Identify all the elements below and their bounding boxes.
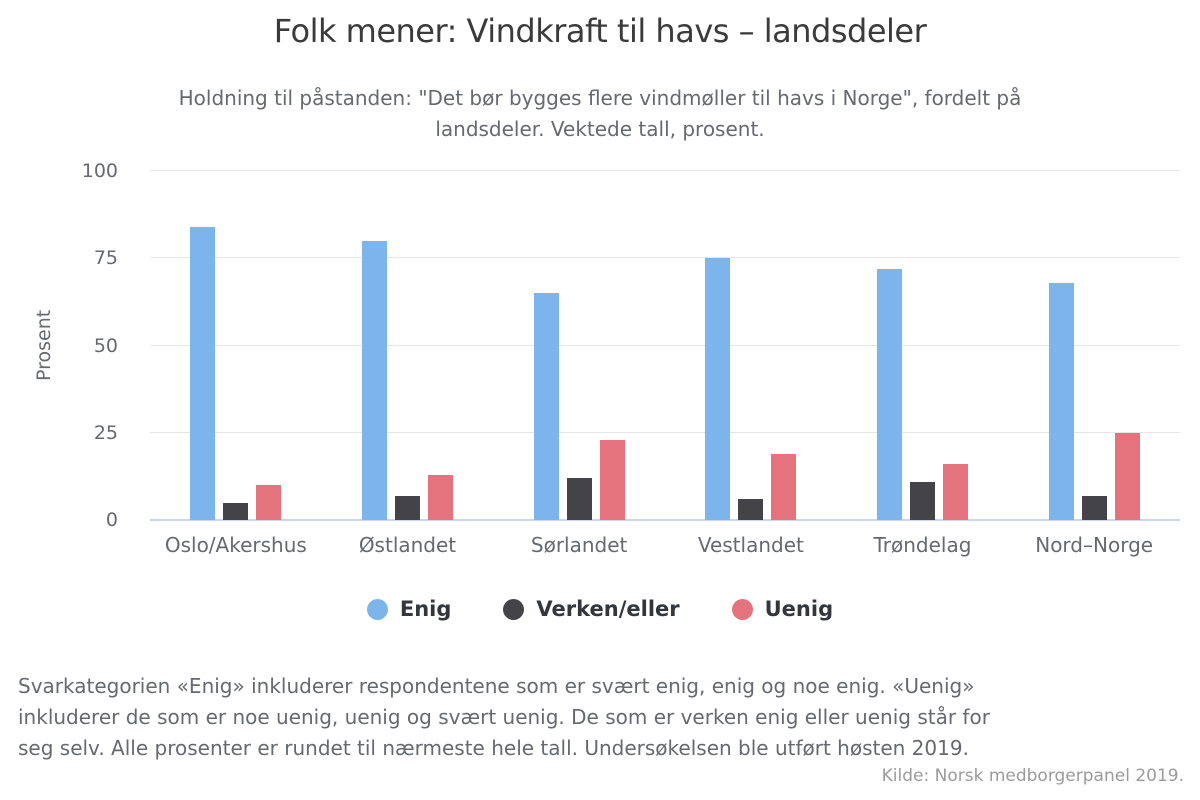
bar-verken-eller[interactable]: [394, 495, 420, 520]
legend-item-verken-eller[interactable]: Verken/eller: [503, 597, 680, 621]
x-axis-label: Østlandet: [358, 533, 457, 557]
bar-verken-eller[interactable]: [738, 499, 764, 520]
legend-item-label: Verken/eller: [536, 597, 680, 621]
gridline: [150, 170, 1180, 171]
bar-group: [322, 171, 494, 520]
bar-uenig[interactable]: [427, 474, 453, 520]
bar-group: [150, 171, 322, 520]
bar-enig[interactable]: [190, 226, 216, 520]
bar-uenig[interactable]: [1114, 432, 1140, 520]
bar-enig[interactable]: [876, 268, 902, 520]
x-axis-label: Trøndelag: [873, 533, 972, 557]
bar-group: [493, 171, 665, 520]
x-axis-label: Sørlandet: [530, 533, 628, 557]
legend-marker-icon: [366, 598, 388, 620]
legend-marker-icon: [503, 598, 525, 620]
y-axis-tick-label: 0: [105, 509, 118, 531]
plot-wrap: Prosent 0 25 50 75 100 Oslo/Akershus Østlandet…: [33, 160, 1180, 557]
source-credit: Kilde: Norsk medborgerpanel 2019.: [881, 766, 1184, 786]
footnote-line: Svarkategorien «Enig» inkluderer respond…: [18, 674, 975, 698]
legend-marker-icon: [731, 598, 753, 620]
y-axis-tick-label: 50: [93, 334, 118, 357]
y-axis-tick-label: 100: [81, 160, 118, 182]
bar-verken-eller[interactable]: [909, 481, 935, 520]
bar-uenig[interactable]: [771, 453, 797, 520]
legend: Enig Verken/eller Uenig: [0, 597, 1200, 621]
gridline: [150, 344, 1180, 346]
chart-subtitle-line: Holdning til påstanden: "Det bør bygges …: [178, 86, 1022, 110]
plot-area: [150, 170, 1180, 521]
bar-uenig[interactable]: [599, 439, 625, 520]
chart-subtitle-line: landsdeler. Vektede tall, prosent.: [435, 117, 765, 141]
chart-title: Folk mener: Vindkraft til havs – landsde…: [273, 12, 927, 50]
gridline: [150, 257, 1180, 259]
bar-enig[interactable]: [1048, 282, 1074, 520]
footnote-line: seg selv. Alle prosenter er rundet til n…: [18, 736, 969, 760]
bar-verken-eller[interactable]: [566, 478, 592, 520]
bar-group: [1008, 171, 1180, 520]
footnote-line: inkluderer de som er noe uenig, uenig og…: [18, 705, 990, 729]
bar-enig[interactable]: [533, 293, 559, 520]
bar-verken-eller[interactable]: [223, 502, 249, 520]
chart-subtitle: Holdning til påstanden: "Det bør bygges …: [0, 83, 1200, 145]
x-axis-line: [150, 519, 1180, 521]
legend-item-enig[interactable]: Enig: [366, 597, 452, 621]
y-axis-tick-label: 75: [93, 247, 118, 270]
bar-enig[interactable]: [361, 240, 387, 520]
footnote: Svarkategorien «Enig» inkluderer respond…: [18, 671, 1188, 764]
x-axis-label: Vestlandet: [697, 533, 804, 557]
x-axis-label: Oslo/Akershus: [164, 533, 307, 557]
bar-uenig[interactable]: [256, 485, 282, 520]
y-axis-tick-label: 25: [93, 421, 118, 444]
legend-item-uenig[interactable]: Uenig: [731, 597, 834, 621]
legend-item-label: Enig: [399, 597, 452, 621]
gridline: [150, 431, 1180, 433]
bar-verken-eller[interactable]: [1081, 495, 1107, 520]
bar-uenig[interactable]: [942, 464, 968, 520]
bar-group: [665, 171, 837, 520]
bar-enig[interactable]: [705, 258, 731, 520]
bar-group: [837, 171, 1009, 520]
x-axis-label: Nord–Norge: [1035, 533, 1154, 557]
legend-item-label: Uenig: [764, 597, 834, 621]
